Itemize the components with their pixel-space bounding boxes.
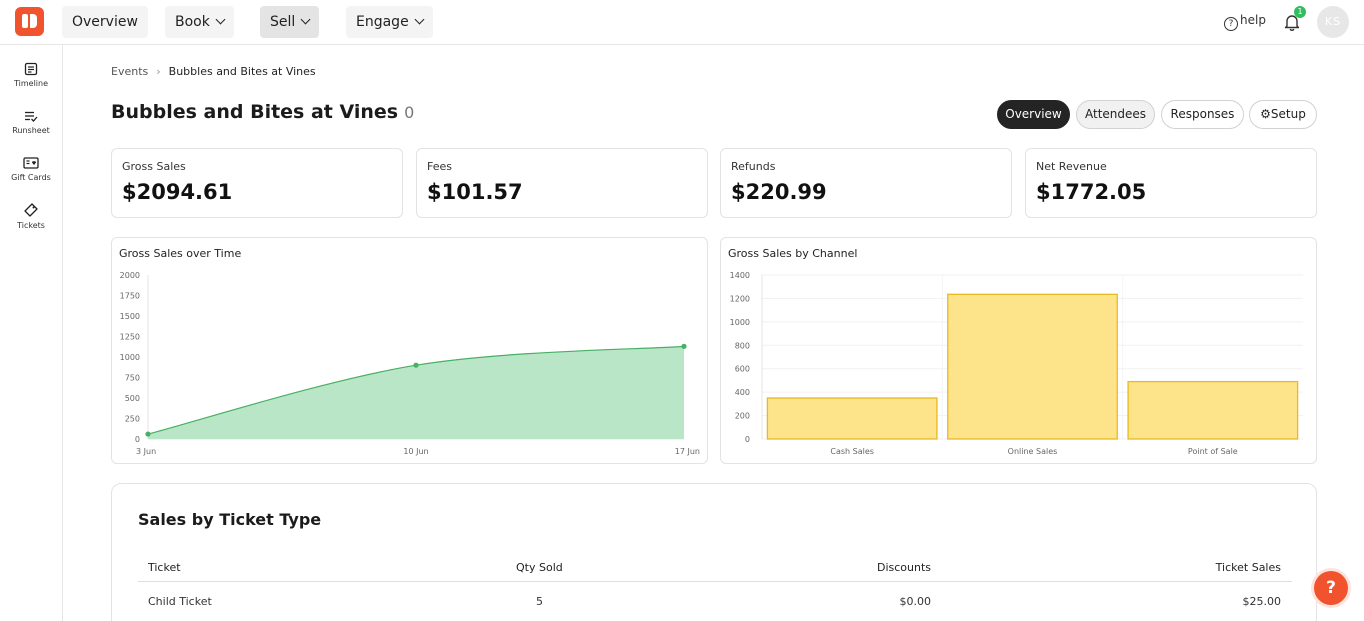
chart-card-gross-sales-over-time: 0 250 500 750 1000 1250 1500 1750 2000 3 Jun 10 Ju… xyxy=(111,237,708,464)
bell-icon[interactable] xyxy=(1282,12,1302,32)
timeline-icon xyxy=(24,62,38,76)
stat-card-gross-sales: Gross Sales $2094.61 xyxy=(111,148,403,218)
y-tick-label: 250 xyxy=(125,415,140,424)
sidebar-item-tickets[interactable]: Tickets xyxy=(0,202,62,230)
top-navigation: Overview Book Sell Engage ? help 1 KS xyxy=(0,0,1364,45)
bar xyxy=(1127,380,1299,440)
help-icon: ? xyxy=(1224,17,1238,31)
stat-label: Net Revenue xyxy=(1036,160,1107,173)
chevron-down-icon xyxy=(215,14,226,25)
x-tick-label: Online Sales xyxy=(1008,447,1058,456)
y-tick-label: 0 xyxy=(135,435,140,444)
breadcrumb: Events › Bubbles and Bites at Vines xyxy=(111,65,316,78)
stat-label: Gross Sales xyxy=(122,160,186,173)
chevron-right-icon: › xyxy=(156,65,161,78)
x-tick-label: 3 Jun xyxy=(136,447,156,456)
nav-engage[interactable]: Engage xyxy=(346,6,433,38)
table-cell-discounts: $0.00 xyxy=(899,595,932,608)
gear-icon: ⚙ xyxy=(1260,107,1271,121)
stat-value: $2094.61 xyxy=(122,180,233,204)
y-tick-label: 800 xyxy=(735,341,750,350)
y-tick-label: 750 xyxy=(125,374,140,383)
stat-value: $1772.05 xyxy=(1036,180,1147,204)
page-title: Bubbles and Bites at Vines 0 xyxy=(111,101,415,123)
help-link[interactable]: ? help xyxy=(1224,13,1266,31)
y-tick-label: 2000 xyxy=(120,271,140,280)
gift-card-icon xyxy=(23,157,39,169)
bar-chart: 0 200 400 600 800 1000 1200 1400 Cash Sales Onlin… xyxy=(730,271,1303,456)
tab-attendees[interactable]: Attendees xyxy=(1076,100,1155,129)
x-tick-label: 10 Jun xyxy=(403,447,428,456)
y-tick-label: 1000 xyxy=(120,353,140,362)
data-point xyxy=(145,431,151,437)
area-chart: 0 250 500 750 1000 1250 1500 1750 2000 3 Jun 10 Ju… xyxy=(120,271,700,456)
sidebar-item-runsheet[interactable]: Runsheet xyxy=(0,109,62,135)
avatar[interactable]: KS xyxy=(1317,6,1349,38)
chart-title: Gross Sales over Time xyxy=(119,247,242,260)
tab-overview[interactable]: Overview xyxy=(997,100,1070,129)
stat-value: $101.57 xyxy=(427,180,523,204)
nav-book[interactable]: Book xyxy=(165,6,234,38)
stat-label: Fees xyxy=(427,160,452,173)
y-tick-label: 200 xyxy=(735,412,750,421)
sidebar-item-label: Runsheet xyxy=(12,126,50,135)
sidebar-item-timeline[interactable]: Timeline xyxy=(0,62,62,88)
y-tick-label: 600 xyxy=(735,365,750,374)
y-tick-label: 0 xyxy=(745,435,750,444)
stat-card-refunds: Refunds $220.99 xyxy=(720,148,1012,218)
stat-card-net-revenue: Net Revenue $1772.05 xyxy=(1025,148,1317,218)
chart-card-gross-sales-by-channel: 0 200 400 600 800 1000 1200 1400 Cash Sales Onlin… xyxy=(720,237,1317,464)
tab-setup[interactable]: ⚙Setup xyxy=(1249,100,1317,129)
sidebar-item-label: Tickets xyxy=(17,221,45,230)
data-point xyxy=(413,362,419,368)
bar xyxy=(947,293,1118,440)
sidebar-item-label: Gift Cards xyxy=(11,173,51,182)
ticket-icon xyxy=(24,203,38,217)
column-header-ticket: Ticket xyxy=(148,561,181,574)
notification-badge: 1 xyxy=(1294,6,1306,18)
brand-logo[interactable] xyxy=(15,7,44,36)
y-tick-label: 500 xyxy=(125,394,140,403)
table-cell-ticket: Child Ticket xyxy=(148,595,212,608)
y-tick-label: 400 xyxy=(735,388,750,397)
breadcrumb-current: Bubbles and Bites at Vines xyxy=(168,65,316,78)
x-tick-label: Point of Sale xyxy=(1188,447,1238,456)
runsheet-icon xyxy=(25,111,38,122)
table-divider xyxy=(138,581,1292,582)
column-header-ticket-sales: Ticket Sales xyxy=(1215,561,1281,574)
title-count: 0 xyxy=(404,103,415,122)
tab-responses[interactable]: Responses xyxy=(1161,100,1244,129)
chevron-down-icon xyxy=(300,14,311,25)
chevron-down-icon xyxy=(414,14,425,25)
column-header-discounts: Discounts xyxy=(876,561,931,574)
stat-label: Refunds xyxy=(731,160,776,173)
chart-title: Gross Sales by Channel xyxy=(728,247,858,260)
sales-by-ticket-type-card: Sales by Ticket Type Ticket Qty Sold Dis… xyxy=(111,483,1317,621)
y-tick-label: 1500 xyxy=(120,312,140,321)
y-tick-label: 1400 xyxy=(730,271,750,280)
table-cell-ticket-sales: $25.00 xyxy=(1242,595,1282,608)
nav-sell[interactable]: Sell xyxy=(260,6,320,38)
table-title: Sales by Ticket Type xyxy=(138,510,322,529)
breadcrumb-events-link[interactable]: Events xyxy=(111,65,149,78)
y-tick-label: 1000 xyxy=(730,318,750,327)
sidebar: Timeline Runsheet Gift Cards Tickets xyxy=(0,45,63,621)
stat-value: $220.99 xyxy=(731,180,827,204)
table-cell-qty-sold: 5 xyxy=(536,595,543,608)
column-header-qty-sold: Qty Sold xyxy=(516,561,563,574)
sidebar-item-gift-cards[interactable]: Gift Cards xyxy=(0,156,62,182)
series-area xyxy=(148,346,684,439)
floating-help-button[interactable]: ? xyxy=(1314,571,1348,605)
y-tick-label: 1750 xyxy=(120,292,140,301)
x-tick-label: Cash Sales xyxy=(830,447,874,456)
data-point xyxy=(681,343,687,349)
sidebar-item-label: Timeline xyxy=(13,79,48,88)
y-tick-label: 1250 xyxy=(120,333,140,342)
x-tick-label: 17 Jun xyxy=(675,447,700,456)
bar xyxy=(766,397,938,440)
nav-overview[interactable]: Overview xyxy=(62,6,148,38)
y-tick-label: 1200 xyxy=(730,294,750,303)
stat-card-fees: Fees $101.57 xyxy=(416,148,708,218)
